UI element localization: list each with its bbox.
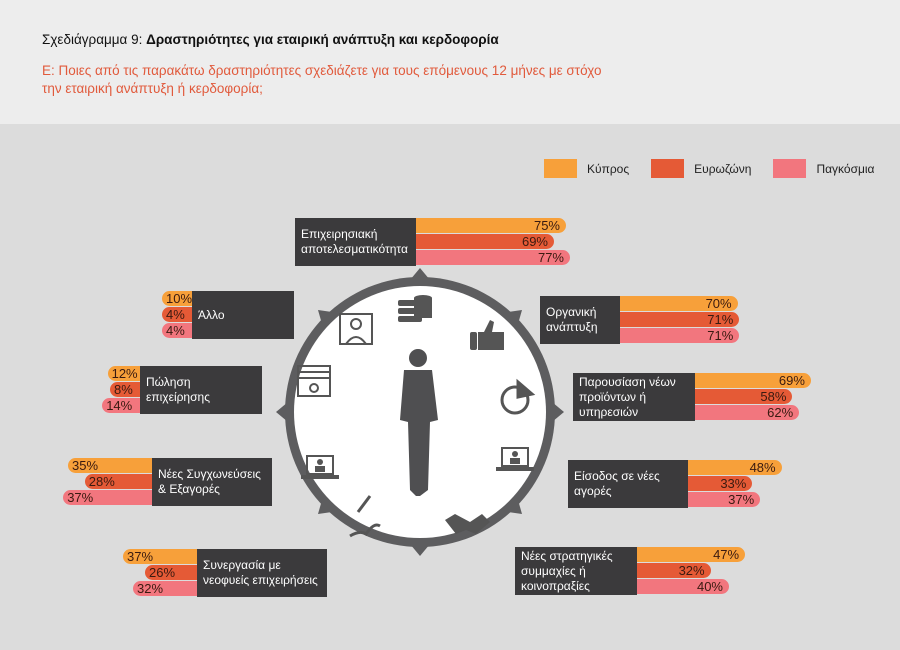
bar-eurozone: 32%	[637, 563, 711, 578]
bar-value-label: 62%	[767, 405, 794, 420]
laptop-user-icon-left	[301, 455, 339, 479]
bar-value-label: 35%	[72, 458, 99, 473]
legend-swatch-eurozone	[651, 159, 685, 178]
bar-cyprus: 75%	[416, 218, 566, 233]
bar-cyprus: 69%	[695, 373, 811, 388]
legend-swatch-global	[773, 159, 807, 178]
thumbs-up-icon	[470, 320, 504, 350]
page-title: Σχεδιάγραμμα 9: Δραστηριότητες για εταιρ…	[42, 32, 499, 47]
legend-label-cyprus: Κύπρος	[587, 161, 630, 176]
bar-eurozone: 33%	[688, 476, 753, 491]
bar-value-label: 69%	[521, 234, 548, 249]
bar-value-label: 26%	[149, 565, 176, 580]
bar-value-label: 47%	[713, 547, 740, 562]
bar-value-label: 58%	[760, 389, 787, 404]
bar-value-label: 4%	[166, 323, 185, 338]
legend-label-global: Παγκόσμια	[816, 161, 875, 176]
bar-value-label: 32%	[678, 563, 705, 578]
bar-cyprus: 10%	[162, 291, 192, 306]
bar-value-label: 37%	[127, 549, 154, 564]
central-circle	[276, 268, 564, 556]
bar-global: 4%	[162, 323, 192, 338]
bar-global: 32%	[133, 581, 197, 596]
bar-value-label: 40%	[696, 579, 723, 594]
header-panel: Σχεδιάγραμμα 9: Δραστηριότητες για εταιρ…	[0, 0, 900, 124]
pie-chart-icon	[500, 378, 536, 415]
bar-cyprus: 48%	[688, 460, 782, 475]
bar-cyprus: 70%	[620, 296, 738, 311]
bar-global: 40%	[637, 579, 729, 594]
category-label: Άλλο	[192, 291, 294, 339]
category-label: Επιχειρησιακή αποτελεσματικότητα	[295, 218, 416, 266]
bar-value-label: 4%	[166, 307, 185, 322]
bar-value-label: 32%	[137, 581, 164, 596]
bar-value-label: 71%	[707, 328, 734, 343]
bar-global: 37%	[688, 492, 761, 507]
bar-global: 14%	[102, 398, 140, 413]
category-label: Είσοδος σε νέες αγορές	[568, 460, 688, 508]
bar-eurozone: 71%	[620, 312, 740, 327]
legend: Κύπρος Ευρωζώνη Παγκόσμια	[544, 159, 897, 178]
coins-icon	[398, 295, 432, 322]
bar-eurozone: 4%	[162, 307, 192, 322]
bar-value-label: 10%	[166, 291, 193, 306]
bar-cyprus: 37%	[123, 549, 197, 564]
bar-value-label: 77%	[537, 250, 564, 265]
bar-value-label: 75%	[533, 218, 560, 233]
bar-value-label: 37%	[67, 490, 94, 505]
bar-global: 37%	[63, 490, 152, 505]
bar-value-label: 12%	[111, 366, 138, 381]
bar-eurozone: 8%	[110, 382, 140, 397]
title-main: Δραστηριότητες για εταιρική ανάπτυξη και…	[146, 32, 499, 47]
bar-eurozone: 58%	[695, 389, 793, 404]
category-label: Οργανική ανάπτυξη	[540, 296, 620, 344]
bar-global: 62%	[695, 405, 800, 420]
bar-value-label: 28%	[88, 474, 115, 489]
legend-swatch-cyprus	[544, 159, 577, 178]
bar-value-label: 48%	[749, 460, 776, 475]
businessman-icon	[400, 349, 438, 496]
bar-value-label: 33%	[720, 476, 747, 491]
question-text: Ε: Ποιες από τις παρακάτω δραστηριότητες…	[42, 63, 602, 96]
user-frame-icon	[339, 313, 373, 345]
bar-eurozone: 69%	[416, 234, 554, 249]
category-label: Συνεργασία με νεοφυείς επιχειρήσεις	[197, 549, 327, 597]
bar-cyprus: 35%	[68, 458, 152, 473]
bar-global: 71%	[620, 328, 740, 343]
category-label: Νέες Συγχωνεύσεις & Εξαγορές	[152, 458, 272, 506]
category-label: Παρουσίαση νέων προϊόντων ή υπηρεσιών	[573, 373, 695, 421]
category-label: Πώληση επιχείρησης	[140, 366, 262, 414]
handshake-icon	[445, 514, 490, 534]
bar-value-label: 14%	[106, 398, 133, 413]
bar-value-label: 70%	[705, 296, 732, 311]
bar-value-label: 8%	[114, 382, 133, 397]
bar-global: 77%	[416, 250, 570, 265]
title-prefix: Σχεδιάγραμμα 9:	[42, 32, 147, 47]
bar-value-label: 37%	[728, 492, 755, 507]
banknote-icon	[297, 365, 331, 397]
bar-eurozone: 26%	[145, 565, 197, 580]
laptop-user-icon	[496, 447, 534, 471]
bar-cyprus: 47%	[637, 547, 746, 562]
legend-label-eurozone: Ευρωζώνη	[694, 161, 752, 176]
bar-value-label: 69%	[778, 373, 805, 388]
bar-eurozone: 28%	[84, 474, 152, 489]
bar-cyprus: 12%	[107, 366, 140, 381]
bar-value-label: 71%	[707, 312, 734, 327]
category-label: Νέες στρατηγικές συμμαχίες ή κοινοπραξίε…	[515, 547, 637, 595]
pen-signature-icon	[349, 495, 381, 538]
